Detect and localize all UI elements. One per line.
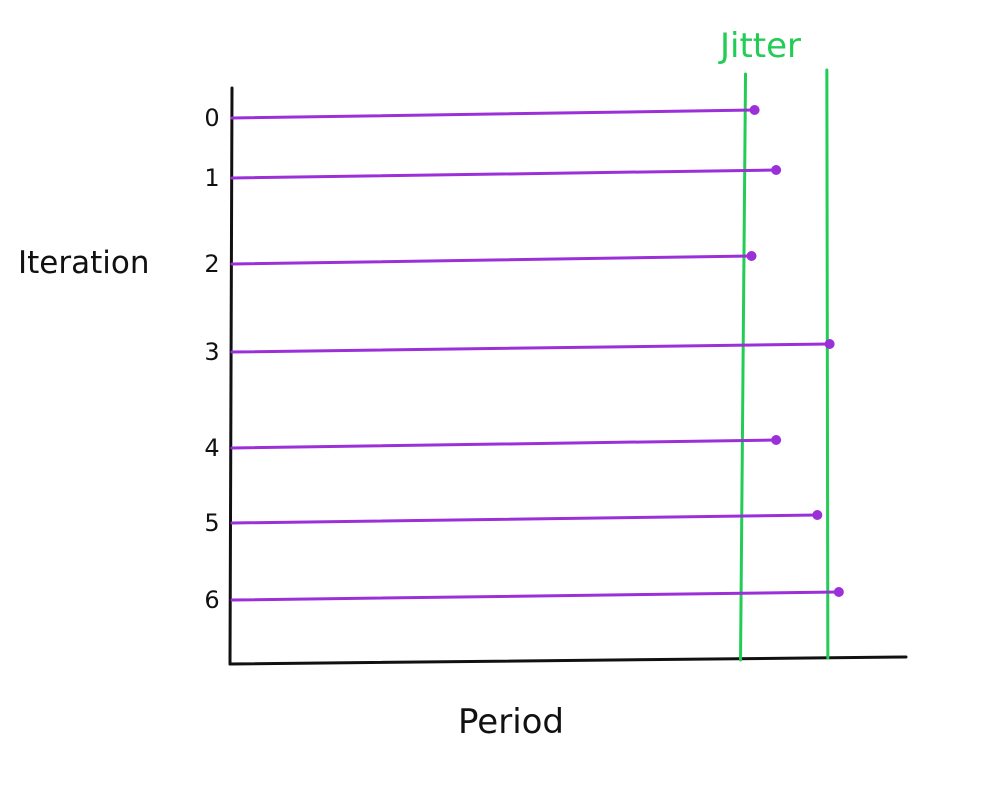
- period-bar-0: [230, 108, 757, 120]
- y-axis: [228, 86, 234, 666]
- period-point-4: [771, 435, 782, 445]
- jitter-line-left: [739, 72, 748, 662]
- period-bar-2: [230, 254, 754, 266]
- period-point-5: [812, 510, 823, 520]
- y-tick-label-0: 0: [204, 104, 219, 132]
- y-tick-label-4: 4: [204, 434, 219, 462]
- x-axis-label: Period: [458, 702, 564, 742]
- jitter-band: [739, 68, 830, 662]
- y-tick-label-3: 3: [204, 338, 219, 366]
- y-axis-label: Iteration: [18, 245, 150, 281]
- y-tick-label-5: 5: [204, 509, 219, 537]
- y-ticks: 0 1 2 3 4 5 6: [204, 104, 219, 614]
- period-bar-4: [230, 438, 778, 450]
- y-tick-label-2: 2: [204, 250, 219, 278]
- period-bar-1: [230, 168, 778, 180]
- jitter-line-right: [825, 68, 830, 660]
- period-point-3: [824, 339, 835, 349]
- period-bar-6: [230, 590, 841, 602]
- series: [230, 105, 844, 602]
- jitter-label: Jitter: [718, 26, 801, 66]
- y-tick-label-1: 1: [204, 164, 219, 192]
- period-point-6: [833, 587, 844, 597]
- period-point-0: [749, 105, 760, 115]
- period-point-1: [771, 165, 782, 175]
- period-bar-3: [230, 342, 832, 354]
- y-tick-label-6: 6: [204, 586, 219, 614]
- period-point-2: [746, 251, 757, 261]
- period-bar-5: [230, 513, 819, 525]
- x-axis: [228, 655, 908, 666]
